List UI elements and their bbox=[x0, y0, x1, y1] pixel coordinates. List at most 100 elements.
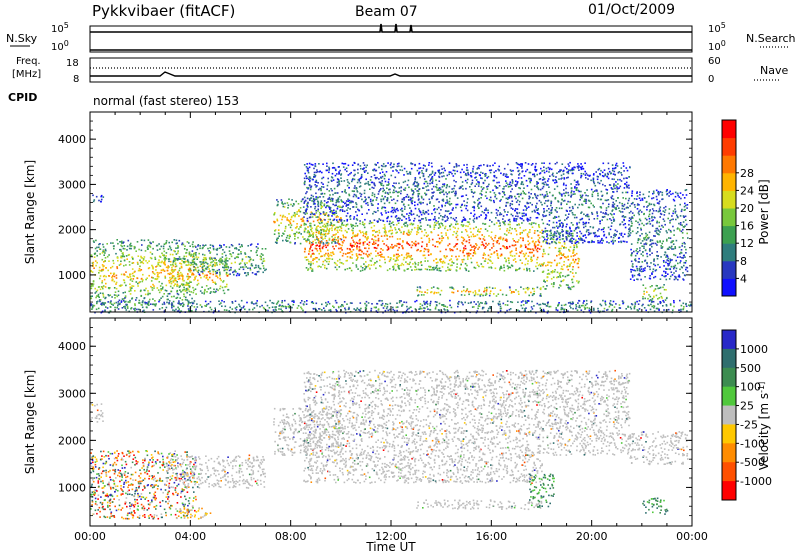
data-point bbox=[378, 229, 380, 232]
data-point bbox=[464, 247, 467, 250]
data-point bbox=[411, 228, 413, 231]
data-point bbox=[409, 199, 412, 201]
data-point bbox=[625, 181, 628, 184]
data-point bbox=[177, 293, 180, 296]
data-point bbox=[543, 280, 545, 282]
data-point bbox=[577, 180, 579, 183]
data-point bbox=[329, 257, 331, 260]
data-point bbox=[129, 276, 132, 278]
data-point bbox=[580, 211, 583, 213]
data-point bbox=[528, 251, 531, 254]
data-point bbox=[409, 207, 411, 209]
data-point bbox=[385, 231, 387, 233]
data-point bbox=[576, 245, 578, 248]
data-point bbox=[181, 299, 184, 301]
data-point bbox=[262, 257, 265, 260]
data-point bbox=[528, 222, 531, 225]
data-point bbox=[527, 206, 530, 208]
data-point bbox=[538, 178, 541, 181]
data-point bbox=[101, 280, 104, 282]
data-point bbox=[585, 194, 587, 197]
data-point bbox=[509, 266, 512, 269]
data-point bbox=[554, 163, 557, 165]
data-point bbox=[576, 182, 579, 184]
data-point bbox=[182, 277, 184, 279]
data-point bbox=[471, 246, 473, 248]
data-point bbox=[222, 249, 224, 251]
data-point bbox=[596, 211, 598, 213]
data-point bbox=[557, 250, 560, 253]
data-point bbox=[505, 201, 508, 204]
data-point bbox=[473, 294, 476, 297]
data-point bbox=[363, 223, 366, 225]
data-point bbox=[576, 222, 578, 224]
data-point bbox=[413, 220, 415, 222]
data-point bbox=[169, 276, 171, 279]
data-point bbox=[476, 217, 478, 220]
data-point bbox=[495, 208, 498, 211]
data-point bbox=[527, 220, 529, 222]
data-point bbox=[569, 226, 571, 229]
data-point bbox=[406, 184, 409, 186]
data-point bbox=[577, 266, 580, 269]
data-point bbox=[518, 195, 520, 198]
data-point bbox=[317, 238, 320, 240]
data-point bbox=[335, 216, 338, 218]
data-point bbox=[388, 188, 390, 191]
data-point bbox=[384, 230, 387, 232]
data-point bbox=[320, 189, 322, 192]
data-point bbox=[400, 190, 402, 192]
data-point bbox=[154, 258, 157, 260]
data-point bbox=[396, 191, 399, 194]
data-point bbox=[371, 186, 373, 189]
data-point bbox=[312, 164, 314, 166]
data-point bbox=[420, 237, 423, 239]
data-point bbox=[202, 269, 204, 271]
data-point bbox=[443, 167, 445, 170]
data-point bbox=[105, 267, 107, 269]
data-point bbox=[526, 233, 529, 235]
data-point bbox=[570, 234, 572, 237]
data-point bbox=[622, 165, 625, 167]
data-point bbox=[410, 200, 413, 202]
data-point bbox=[92, 280, 95, 282]
data-point bbox=[322, 225, 324, 227]
data-point bbox=[624, 183, 626, 185]
data-point bbox=[224, 261, 227, 264]
data-point bbox=[509, 185, 512, 188]
data-point bbox=[515, 215, 517, 217]
data-point bbox=[577, 240, 579, 243]
data-point bbox=[610, 225, 613, 227]
data-point bbox=[355, 241, 358, 244]
data-point bbox=[420, 213, 423, 216]
data-point bbox=[294, 238, 296, 240]
data-point bbox=[365, 233, 367, 236]
data-point bbox=[593, 181, 595, 183]
data-point bbox=[454, 192, 456, 195]
data-point bbox=[406, 252, 408, 255]
data-point bbox=[333, 187, 336, 190]
data-point bbox=[368, 244, 370, 247]
data-point bbox=[104, 260, 106, 262]
data-point bbox=[544, 194, 547, 196]
data-point bbox=[197, 244, 200, 246]
data-point bbox=[548, 214, 551, 216]
data-point bbox=[487, 258, 490, 261]
data-point bbox=[366, 239, 368, 241]
data-point bbox=[560, 222, 563, 224]
data-point bbox=[569, 287, 571, 289]
data-point bbox=[509, 202, 512, 205]
data-point bbox=[304, 213, 307, 215]
data-point bbox=[101, 252, 104, 254]
data-point bbox=[328, 260, 330, 263]
data-point bbox=[185, 288, 188, 290]
data-point bbox=[535, 222, 537, 225]
data-point bbox=[309, 177, 312, 180]
data-point bbox=[625, 177, 627, 179]
data-point bbox=[573, 179, 576, 182]
data-point bbox=[462, 216, 465, 219]
data-point bbox=[167, 265, 170, 267]
data-point bbox=[159, 256, 162, 258]
data-point bbox=[364, 183, 366, 185]
data-point bbox=[173, 258, 176, 260]
